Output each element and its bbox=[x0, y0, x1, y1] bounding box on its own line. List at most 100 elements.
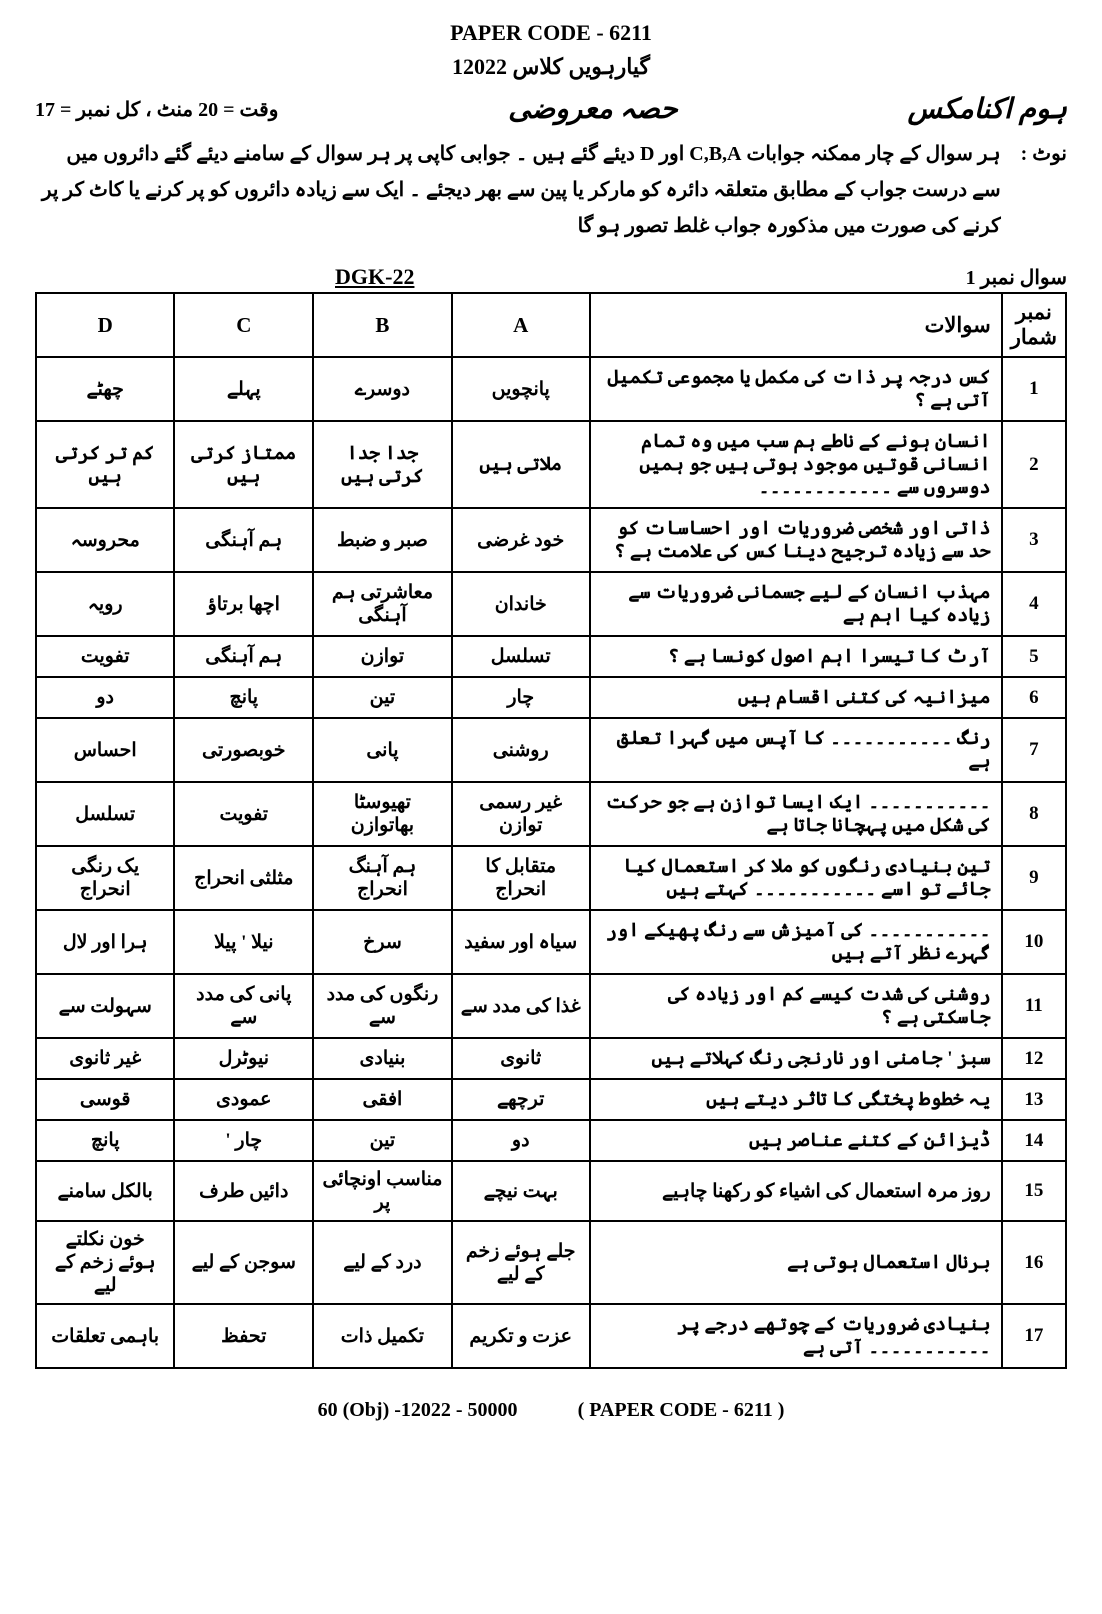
option-d: دو bbox=[36, 677, 174, 718]
question-cell: ذاتی اور شخصی ضروریات اور احساسات کو حد … bbox=[590, 508, 1002, 572]
option-d: بالکل سامنے bbox=[36, 1161, 174, 1221]
option-c: پانی کی مدد سے bbox=[174, 974, 313, 1038]
row-num: 4 bbox=[1002, 572, 1066, 636]
option-b: تین bbox=[313, 677, 451, 718]
question-number: سوال نمبر 1 bbox=[966, 265, 1067, 290]
option-b: ہم آہنگ انحراج bbox=[313, 846, 451, 910]
option-c: پہلے bbox=[174, 357, 313, 421]
row-num: 17 bbox=[1002, 1304, 1066, 1368]
col-question: سوالات bbox=[590, 293, 1002, 357]
option-b: مناسب اونچائی پر bbox=[313, 1161, 451, 1221]
option-b: سرخ bbox=[313, 910, 451, 974]
option-c: ممتاز کرتی ہیں bbox=[174, 421, 313, 508]
row-num: 13 bbox=[1002, 1079, 1066, 1120]
row-num: 16 bbox=[1002, 1221, 1066, 1304]
table-row: چھٹےپہلےدوسرےپانچویںکس درجہ پر ذات کی مک… bbox=[36, 357, 1066, 421]
table-row: سہولت سےپانی کی مدد سےرنگوں کی مدد سےغذا… bbox=[36, 974, 1066, 1038]
option-d: تفویت bbox=[36, 636, 174, 677]
row-num: 10 bbox=[1002, 910, 1066, 974]
option-d: پانچ bbox=[36, 1120, 174, 1161]
col-c: C bbox=[174, 293, 313, 357]
option-c: مثلثی انحراج bbox=[174, 846, 313, 910]
section-title: حصہ معروضی bbox=[508, 92, 678, 126]
row-num: 6 bbox=[1002, 677, 1066, 718]
table-row: یک رنگی انحراجمثلثی انحراجہم آہنگ انحراج… bbox=[36, 846, 1066, 910]
option-d: کم تر کرتی ہیں bbox=[36, 421, 174, 508]
option-b: جدا جدا کرتی ہیں bbox=[313, 421, 451, 508]
option-c: نیلا ' پیلا bbox=[174, 910, 313, 974]
col-d: D bbox=[36, 293, 174, 357]
question-cell: روز مرہ استعمال کی اشیاء کو رکھنا چاہیے bbox=[590, 1161, 1002, 1221]
table-row: تسلسلتفویتتھیوسٹا بھاتوازنغیر رسمی توازن… bbox=[36, 782, 1066, 846]
option-c: دائیں طرف bbox=[174, 1161, 313, 1221]
option-a: روشنی bbox=[452, 718, 590, 782]
option-a: بہت نیچے bbox=[452, 1161, 590, 1221]
option-a: ثانوی bbox=[452, 1038, 590, 1079]
question-cell: سبز ' جامنی اور نارنجی رنگ کہلاتے ہیں bbox=[590, 1038, 1002, 1079]
option-d: ہرا اور لال bbox=[36, 910, 174, 974]
option-a: تسلسل bbox=[452, 636, 590, 677]
row-num: 7 bbox=[1002, 718, 1066, 782]
question-cell: ۔۔۔۔۔۔۔۔۔۔۔ ایک ایسا توازن ہے جو حرکت کی… bbox=[590, 782, 1002, 846]
option-a: چار bbox=[452, 677, 590, 718]
option-b: درد کے لیے bbox=[313, 1221, 451, 1304]
mcq-table: D C B A سوالات نمبر شمار چھٹےپہلےدوسرےپا… bbox=[35, 292, 1067, 1369]
option-d: چھٹے bbox=[36, 357, 174, 421]
question-cell: مہذب انسان کے لیے جسمانی ضروریات سے زیاد… bbox=[590, 572, 1002, 636]
row-num: 9 bbox=[1002, 846, 1066, 910]
question-cell: میزانیہ کی کتنی اقسام ہیں bbox=[590, 677, 1002, 718]
option-b: رنگوں کی مدد سے bbox=[313, 974, 451, 1038]
col-a: A bbox=[452, 293, 590, 357]
col-b: B bbox=[313, 293, 451, 357]
option-c: خوبصورتی bbox=[174, 718, 313, 782]
question-cell: ڈیزائن کے کتنے عناصر ہیں bbox=[590, 1120, 1002, 1161]
option-c: نیوٹرل bbox=[174, 1038, 313, 1079]
option-d: سہولت سے bbox=[36, 974, 174, 1038]
table-row: قوسیعمودیافقیترچھےیہ خطوط پختگی کا تاثر … bbox=[36, 1079, 1066, 1120]
option-b: تکمیل ذات bbox=[313, 1304, 451, 1368]
row-num: 3 bbox=[1002, 508, 1066, 572]
table-row: کم تر کرتی ہیںممتاز کرتی ہیںجدا جدا کرتی… bbox=[36, 421, 1066, 508]
row-num: 12 bbox=[1002, 1038, 1066, 1079]
class-line: گیارہویں کلاس 12022 bbox=[35, 54, 1067, 80]
option-b: معاشرتی ہم آہنگی bbox=[313, 572, 451, 636]
row-num: 11 bbox=[1002, 974, 1066, 1038]
option-a: غذا کی مدد سے bbox=[452, 974, 590, 1038]
question-cell: برنال استعمال ہوتی ہے bbox=[590, 1221, 1002, 1304]
option-a: دو bbox=[452, 1120, 590, 1161]
col-num: نمبر شمار bbox=[1002, 293, 1066, 357]
question-cell: روشنی کی شدت کیسے کم اور زیادہ کی جاسکتی… bbox=[590, 974, 1002, 1038]
table-row: تفویتہم آہنگیتوازنتسلسلآرٹ کا تیسرا اہم … bbox=[36, 636, 1066, 677]
option-b: تھیوسٹا بھاتوازن bbox=[313, 782, 451, 846]
table-row: دوپانچتینچارمیزانیہ کی کتنی اقسام ہیں6 bbox=[36, 677, 1066, 718]
option-c: چار ' bbox=[174, 1120, 313, 1161]
row-num: 14 bbox=[1002, 1120, 1066, 1161]
row-num: 1 bbox=[1002, 357, 1066, 421]
option-b: پانی bbox=[313, 718, 451, 782]
option-b: تین bbox=[313, 1120, 451, 1161]
table-row: ہرا اور لالنیلا ' پیلاسرخسیاہ اور سفید۔۔… bbox=[36, 910, 1066, 974]
question-cell: تین بنیادی رنگوں کو ملا کر استعمال کیا ج… bbox=[590, 846, 1002, 910]
option-c: پانچ bbox=[174, 677, 313, 718]
paper-code: PAPER CODE - 6211 bbox=[35, 20, 1067, 46]
table-row: محروسہہم آہنگیصبر و ضبطخود غرضیذاتی اور … bbox=[36, 508, 1066, 572]
time-marks: وقت = 20 منٹ ، کل نمبر = 17 bbox=[35, 97, 278, 122]
option-c: ہم آہنگی bbox=[174, 508, 313, 572]
option-c: تفویت bbox=[174, 782, 313, 846]
option-a: خود غرضی bbox=[452, 508, 590, 572]
note-label: نوٹ : bbox=[1021, 136, 1067, 244]
row-num: 15 bbox=[1002, 1161, 1066, 1221]
question-cell: ۔۔۔۔۔۔۔۔۔۔۔ کی آمیزش سے رنگ پھیکے اور گہ… bbox=[590, 910, 1002, 974]
question-cell: کس درجہ پر ذات کی مکمل یا مجموعی تکمیل آ… bbox=[590, 357, 1002, 421]
question-cell: یہ خطوط پختگی کا تاثر دیتے ہیں bbox=[590, 1079, 1002, 1120]
footer-left: 60 (Obj) -12022 - 50000 bbox=[318, 1399, 518, 1422]
ref-code: DGK-22 bbox=[335, 264, 414, 290]
option-b: توازن bbox=[313, 636, 451, 677]
note-text: ہر سوال کے چار ممکنہ جوابات C,B,A اور D … bbox=[35, 136, 1001, 244]
option-b: بنیادی bbox=[313, 1038, 451, 1079]
option-c: ہم آہنگی bbox=[174, 636, 313, 677]
question-cell: بنیادی ضروریات کے چوتھے درجے پر ۔۔۔۔۔۔۔۔… bbox=[590, 1304, 1002, 1368]
question-cell: رنگ ۔۔۔۔۔۔۔۔۔۔۔ کا آپس میں گہرا تعلق ہے bbox=[590, 718, 1002, 782]
option-d: احساس bbox=[36, 718, 174, 782]
option-a: ملاتی ہیں bbox=[452, 421, 590, 508]
